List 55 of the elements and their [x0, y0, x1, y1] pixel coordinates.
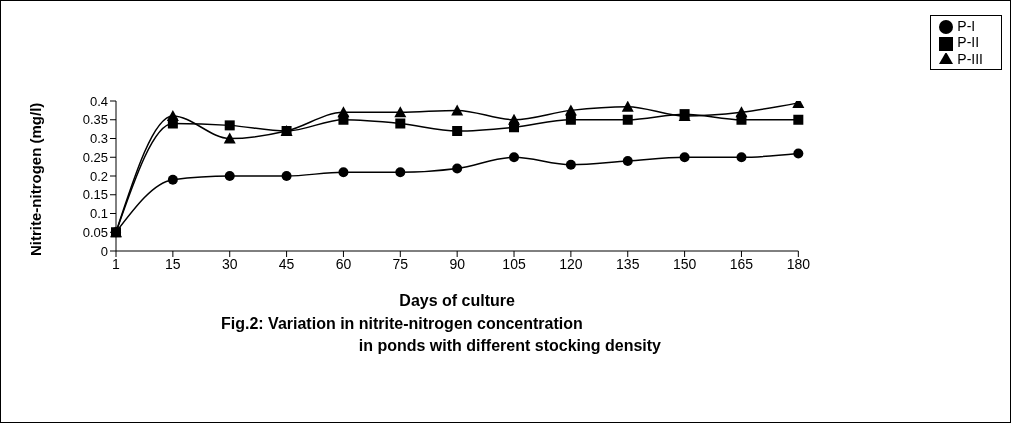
x-tick-label: 15: [165, 255, 181, 272]
y-axis-title: Nitrite-nitrogen (mg/l): [27, 102, 45, 256]
point: [395, 118, 406, 129]
point: [395, 167, 406, 178]
point: [565, 114, 576, 125]
y-tick-label: 0.15: [82, 187, 108, 203]
point: [509, 152, 520, 163]
y-tick-label: 0.05: [82, 224, 108, 240]
point: [452, 126, 463, 136]
point: [281, 171, 292, 181]
x-tick-label: 1: [112, 255, 121, 272]
point: [508, 113, 521, 125]
point: [338, 167, 349, 178]
x-axis-title: Days of culture: [399, 292, 516, 309]
text: Fig.2: Variation in nitrite-nitrogen concentration in ponds with different stocking density: [221, 314, 661, 356]
point: [621, 101, 634, 112]
y-tick-label: 0.4: [89, 93, 108, 109]
y-tick-label: 0.3: [89, 131, 108, 147]
x-tick-label: 165: [729, 255, 754, 272]
point: [679, 152, 690, 163]
y-tick-label: 0.25: [82, 149, 108, 165]
y-tick-label: 0.1: [89, 206, 108, 222]
x-tick-label: 120: [559, 255, 583, 272]
point: [223, 132, 236, 144]
point: [736, 152, 747, 163]
point: [166, 110, 179, 121]
x-tick-label: 90: [449, 255, 466, 272]
point: [224, 120, 235, 131]
y-tick-label: 0.2: [89, 168, 108, 184]
y-tick-label: 0.35: [82, 112, 108, 128]
point: [622, 114, 633, 125]
point: [167, 174, 178, 185]
legend-label: P-II: [957, 34, 980, 51]
x-tick-label: 180: [786, 255, 811, 272]
legend-label: P-I: [957, 18, 976, 34]
point: [452, 163, 463, 174]
point: [451, 104, 464, 116]
point: [394, 106, 407, 118]
point: [793, 114, 804, 125]
point: [793, 148, 804, 159]
point: [564, 104, 577, 116]
y-tick-label: 0: [100, 243, 108, 259]
x-tick-label: 45: [278, 255, 295, 272]
x-tick-label: 105: [502, 255, 526, 272]
x-tick-label: 60: [335, 255, 352, 272]
x-tick-label: 30: [221, 255, 238, 272]
legend-label: P-III: [957, 50, 983, 67]
point: [565, 159, 576, 170]
x-tick-label: 75: [392, 255, 409, 272]
point: [224, 171, 235, 181]
point: [735, 106, 748, 118]
point: [337, 106, 350, 118]
x-tick-label: 150: [672, 255, 697, 272]
x-tick-label: 135: [616, 255, 640, 272]
point: [622, 156, 633, 166]
